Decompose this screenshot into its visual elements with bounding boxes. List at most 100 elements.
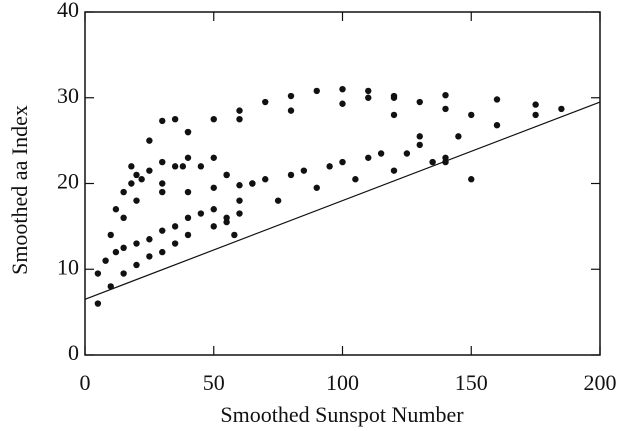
point [102,257,109,264]
point [390,94,398,101]
x-tick-label: 200 [584,370,617,395]
point [171,240,179,247]
point [377,150,385,157]
point [287,171,295,179]
point [236,197,243,204]
point [313,87,320,95]
point [236,182,243,189]
point [184,128,192,136]
point [236,115,243,123]
point [223,171,230,179]
reference-line [84,101,601,300]
point [313,184,320,191]
y-tick-label: 10 [57,254,79,279]
point [184,188,192,196]
point [416,141,423,149]
point [133,240,140,247]
y-tick-label: 20 [57,169,79,194]
point [468,111,475,119]
x-axis-label: Smoothed Sunspot Number [220,402,464,427]
point [146,167,153,174]
x-tick-label: 150 [455,370,488,395]
point [287,107,295,114]
point [179,163,187,170]
point [133,197,140,204]
point [112,248,120,256]
point [210,223,217,230]
point [365,87,372,95]
point [429,158,436,166]
point [442,105,449,113]
point [416,98,423,106]
point [249,180,256,187]
point [146,137,153,144]
y-axis-label: Smoothed aa Index [7,105,32,275]
point [403,150,411,157]
point [197,210,205,217]
point [133,261,140,269]
point [159,227,166,234]
point [339,158,346,166]
point [184,231,192,239]
point [171,115,179,123]
point [128,163,135,170]
point [339,85,346,93]
point [236,210,243,217]
point [416,133,423,140]
point [120,270,127,277]
point [133,171,140,179]
y-tick-label: 0 [68,340,79,365]
point [300,167,308,174]
point [236,107,243,114]
y-tick-label: 30 [57,83,79,108]
point [146,236,153,243]
point [184,154,192,161]
point [558,105,565,113]
point [262,98,269,106]
point [223,214,230,221]
point [532,101,539,108]
point [532,111,539,119]
point [146,253,153,260]
y-tick-label: 40 [57,0,79,22]
point [287,92,295,100]
point [442,91,449,99]
point [390,111,398,119]
point [339,100,346,107]
point [120,244,127,252]
x-tick-label: 0 [80,370,91,395]
x-tick-label: 100 [326,370,359,395]
point [138,176,145,183]
point [274,197,282,204]
point [94,300,102,307]
point [159,248,166,256]
point [210,184,217,191]
point [455,133,462,140]
point [365,154,372,161]
point [352,176,359,183]
point [128,180,135,187]
point [210,206,217,213]
point [94,270,102,277]
point [159,180,166,187]
point [159,188,166,196]
point [231,231,238,239]
point [210,154,217,161]
point [442,158,449,166]
point [171,223,179,230]
point [390,167,398,174]
point [159,158,166,166]
point [468,176,475,183]
point [493,96,501,103]
point [365,94,372,101]
point [171,163,179,170]
point [184,214,192,221]
point [262,176,269,183]
point [107,231,114,239]
point [120,188,127,196]
x-tick-label: 50 [203,370,225,395]
point [197,163,205,170]
point [493,121,501,129]
point [159,117,166,125]
